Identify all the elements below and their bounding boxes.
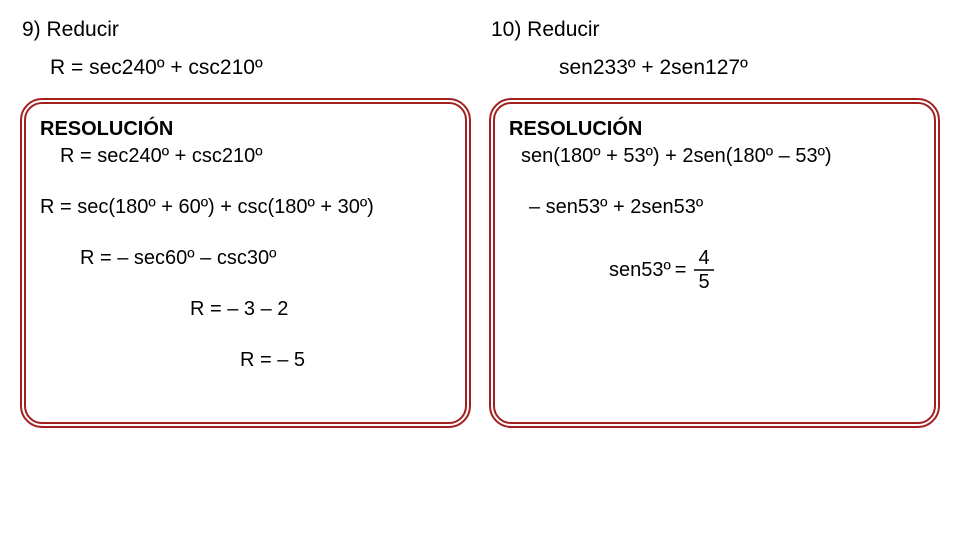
step-line: R = – 5 (240, 349, 451, 372)
numerator: 4 (694, 247, 713, 271)
step-line-fraction: sen53º = 4 5 (609, 247, 920, 293)
problem-9-equation: R = sec240º + csc210º (50, 56, 471, 80)
solution-box-9: RESOLUCIÓN R = sec240º + csc210º R = sec… (20, 98, 471, 428)
step-line: sen(180º + 53º) + 2sen(180º – 53º) (521, 145, 920, 168)
sen53-text: sen53º (609, 259, 671, 282)
problem-9: 9) Reducir R = sec240º + csc210º RESOLUC… (20, 18, 471, 428)
denominator: 5 (694, 271, 713, 293)
problem-9-title: 9) Reducir (22, 18, 471, 42)
step-line: – sen53º + 2sen53º (529, 196, 920, 219)
equals-sign: = (675, 259, 687, 282)
problem-10-title: 10) Reducir (491, 18, 940, 42)
problem-10: 10) Reducir sen233º + 2sen127º RESOLUCIÓ… (489, 18, 940, 428)
problem-10-equation: sen233º + 2sen127º (559, 56, 940, 80)
fraction: 4 5 (694, 247, 713, 293)
resolution-label: RESOLUCIÓN (40, 118, 451, 141)
resolution-label: RESOLUCIÓN (509, 118, 920, 141)
solution-box-10: RESOLUCIÓN sen(180º + 53º) + 2sen(180º –… (489, 98, 940, 428)
step-line: R = – sec60º – csc30º (80, 247, 451, 270)
step-line: R = – 3 – 2 (190, 298, 451, 321)
step-line: R = sec(180º + 60º) + csc(180º + 30º) (40, 196, 451, 219)
two-column-layout: 9) Reducir R = sec240º + csc210º RESOLUC… (0, 0, 960, 428)
step-line: R = sec240º + csc210º (60, 145, 451, 168)
